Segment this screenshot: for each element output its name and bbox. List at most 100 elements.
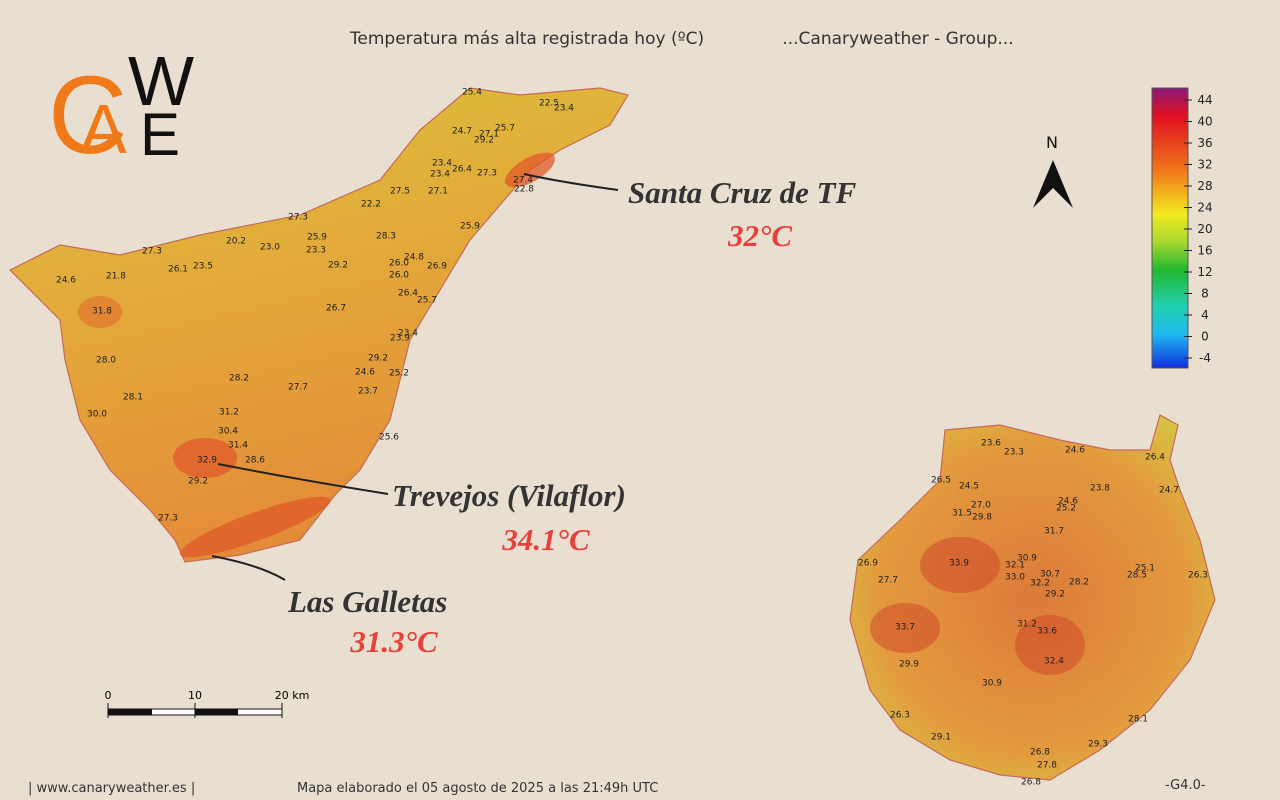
station-temp: 27.3 xyxy=(158,514,178,524)
station-temp: 28.2 xyxy=(229,374,249,384)
station-temp: 27.3 xyxy=(142,247,162,257)
station-temp: 22.2 xyxy=(361,200,381,210)
station-temp: 23.9 xyxy=(390,334,410,344)
station-temp: 27.0 xyxy=(971,501,991,511)
station-temp: 32.1 xyxy=(1005,561,1025,571)
station-temp: 23.7 xyxy=(358,387,378,397)
logo-letter: W xyxy=(128,42,194,120)
colorbar xyxy=(1151,87,1189,369)
legend-tick-label: 36 xyxy=(1197,136,1212,150)
station-temp: 26.1 xyxy=(168,265,188,275)
station-temp: 23.6 xyxy=(981,439,1001,449)
station-temp: 30.9 xyxy=(982,679,1002,689)
compass: N xyxy=(1033,133,1073,208)
station-temp: 27.7 xyxy=(878,576,898,586)
tenerife xyxy=(8,87,629,563)
station-temp: 27.1 xyxy=(479,130,499,140)
scale-label: 0 xyxy=(105,689,112,702)
station-temp: 26.4 xyxy=(398,289,418,299)
station-temp: 30.0 xyxy=(87,410,107,420)
legend-tick-label: -4 xyxy=(1199,351,1211,365)
station-temp: 26.4 xyxy=(452,165,472,175)
station-temp: 26.3 xyxy=(890,711,910,721)
callout-place: Las Galletas xyxy=(287,584,447,619)
station-temp: 24.6 xyxy=(355,368,375,378)
station-temp: 32.9 xyxy=(197,456,217,466)
station-temp: 31.2 xyxy=(219,408,239,418)
station-temp: 31.4 xyxy=(228,441,248,451)
station-temp: 30.7 xyxy=(1040,570,1060,580)
station-temp: 26.8 xyxy=(1021,778,1041,788)
callout-place: Santa Cruz de TF xyxy=(628,175,857,210)
legend-tick-label: 4 xyxy=(1201,308,1209,322)
station-temp: 29.2 xyxy=(188,477,208,487)
station-temp: 24.5 xyxy=(959,482,979,492)
callout-temp: 32°C xyxy=(727,218,792,253)
logo-letter: E xyxy=(140,101,180,168)
station-temp: 27.4 xyxy=(513,176,533,186)
station-temp: 29.1 xyxy=(931,733,951,743)
station-temp: 25.1 xyxy=(1135,564,1155,574)
station-temp: 29.2 xyxy=(1045,590,1065,600)
station-temp: 23.8 xyxy=(1090,484,1110,494)
station-temp: 25.6 xyxy=(379,433,399,443)
station-temp: 24.6 xyxy=(1058,497,1078,507)
station-temp: 25.9 xyxy=(307,233,327,243)
station-temp: 23.4 xyxy=(398,329,418,339)
legend-tick-label: 40 xyxy=(1197,115,1212,129)
station-temp: 23.4 xyxy=(430,170,450,180)
station-temp: 29.3 xyxy=(1088,740,1108,750)
station-temp: 23.0 xyxy=(260,243,280,253)
station-temp: 25.7 xyxy=(495,124,515,134)
hotspots xyxy=(78,152,555,558)
callout-temp: 34.1°C xyxy=(501,522,590,557)
legend-tick-label: 16 xyxy=(1197,244,1212,258)
legend-tick-label: 12 xyxy=(1197,265,1212,279)
station-temp: 27.8 xyxy=(1037,761,1057,771)
station-temp: 23.4 xyxy=(432,159,452,169)
station-temp: 24.8 xyxy=(404,253,424,263)
station-temp: 32.2 xyxy=(1030,579,1050,589)
legend-tick-label: 28 xyxy=(1197,179,1212,193)
footer-site: | www.canaryweather.es | xyxy=(28,781,195,796)
station-temp: 31.7 xyxy=(1044,527,1064,537)
station-temp: 29.9 xyxy=(899,660,919,670)
station-temp: 26.0 xyxy=(389,271,409,281)
legend-tick-label: 20 xyxy=(1197,222,1212,236)
station-temp: 26.0 xyxy=(389,259,409,269)
station-temp: 23.3 xyxy=(306,246,326,256)
station-temp: 31.5 xyxy=(952,509,972,519)
station-temp: 33.9 xyxy=(949,559,969,569)
scale-label: 10 xyxy=(188,689,202,702)
station-temp: 28.5 xyxy=(1127,571,1147,581)
station-temp: 20.2 xyxy=(226,237,246,247)
station-temp: 30.4 xyxy=(218,427,238,437)
station-temp: 26.9 xyxy=(858,559,878,569)
footer-code: -G4.0- xyxy=(1165,778,1206,793)
station-temp: 25.2 xyxy=(1056,504,1076,514)
compass-label: N xyxy=(1046,133,1058,152)
station-temp: 26.7 xyxy=(326,304,346,314)
station-temp: 30.9 xyxy=(1017,554,1037,564)
station-temp: 24.6 xyxy=(1065,446,1085,456)
station-temp: 33.7 xyxy=(895,623,915,633)
station-temp: 31.8 xyxy=(92,307,112,317)
station-temp: 27.7 xyxy=(288,383,308,393)
callout-place: Trevejos (Vilaflor) xyxy=(392,478,626,513)
compass-arrow xyxy=(1033,160,1073,208)
legend-tick-label: 8 xyxy=(1201,287,1209,301)
legend-tick-label: 0 xyxy=(1201,330,1209,344)
logo: C A W E xyxy=(48,42,194,177)
legend-tick-label: 24 xyxy=(1197,201,1212,215)
station-temp: 22.8 xyxy=(514,185,534,195)
station-temp: 27.3 xyxy=(477,169,497,179)
footer-note: Mapa elaborado el 05 agosto de 2025 a la… xyxy=(297,781,658,796)
station-temp: 27.3 xyxy=(288,213,308,223)
station-temp: 27.1 xyxy=(428,187,448,197)
subtitle: ...Canaryweather - Group... xyxy=(782,29,1013,49)
station-temp: 31.2 xyxy=(1017,620,1037,630)
station-temp: 28.6 xyxy=(245,456,265,466)
station-temp: 25.4 xyxy=(462,88,482,98)
